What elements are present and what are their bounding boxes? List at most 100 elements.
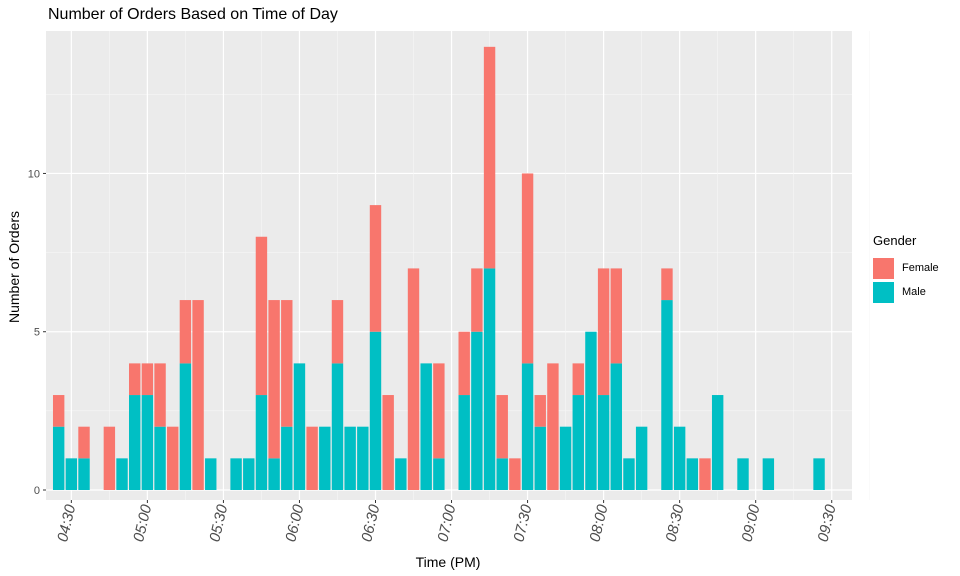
bar-male [483, 268, 496, 490]
bar-male [331, 363, 344, 490]
bar-male [205, 458, 217, 490]
legend-key-female [873, 257, 894, 279]
y-tick-label: 10 [28, 168, 40, 180]
bar-female [103, 426, 116, 490]
bar-male [78, 458, 90, 490]
legend-title: Gender [873, 233, 917, 248]
x-tick-label: 09:30 [815, 502, 840, 543]
bar-male [521, 363, 534, 490]
bar-female [597, 268, 610, 396]
bar-female [382, 395, 394, 490]
bar-female [661, 268, 673, 301]
bar-female [306, 426, 318, 490]
x-tick-label: 05:00 [130, 502, 155, 543]
bar-female [179, 300, 192, 364]
y-tick-label: 5 [34, 327, 40, 339]
bar-female [534, 395, 546, 427]
bar-female [521, 173, 534, 364]
legend-item-female: Female [873, 256, 939, 280]
bar-female [141, 363, 154, 396]
bar-male [711, 395, 724, 490]
bar-female [509, 458, 521, 490]
bar-male [623, 458, 635, 490]
bar-male [65, 458, 78, 490]
bar-male [154, 426, 166, 490]
bar-female [471, 268, 483, 332]
bar-female [369, 205, 382, 332]
bar-male [635, 426, 648, 490]
bar-male [141, 395, 154, 490]
bar-male [116, 458, 128, 490]
x-tick-label: 06:00 [282, 502, 307, 543]
bar-female [167, 426, 179, 490]
bar-male [268, 458, 280, 490]
bar-male [737, 458, 749, 490]
bar-male [179, 363, 192, 490]
chart-title: Number of Orders Based on Time of Day [48, 6, 338, 23]
bar-female [572, 363, 584, 396]
bar-female [496, 395, 508, 459]
bar-female [458, 331, 470, 396]
bar-male [458, 395, 470, 490]
plot-panel [46, 31, 852, 500]
bar-female [281, 300, 293, 427]
x-tick-label: 08:00 [586, 502, 611, 543]
bar-male [572, 395, 584, 490]
bar-male [281, 426, 293, 490]
bar-male [395, 458, 407, 490]
legend-key-male [873, 281, 894, 303]
bar-female [192, 300, 204, 490]
bar-male [129, 395, 141, 490]
bar-female [129, 363, 141, 396]
bar-male [357, 426, 369, 490]
bar-male [471, 331, 483, 490]
x-tick-label: 06:30 [358, 502, 383, 543]
x-tick-label: 08:30 [663, 502, 688, 543]
bar-male [319, 426, 331, 490]
bar-male [255, 395, 268, 490]
x-tick-label: 07:00 [434, 502, 459, 543]
bar-female [255, 236, 268, 396]
bar-male [420, 363, 432, 490]
legend-item-male: Male [873, 280, 939, 304]
bar-male [243, 458, 255, 490]
bar-male [762, 458, 775, 490]
bar-female [699, 458, 711, 490]
bar-male [673, 426, 686, 490]
x-tick-label: 05:30 [206, 502, 231, 543]
bar-female [610, 268, 622, 364]
bar-male [610, 363, 622, 490]
legend-label-male: Male [902, 286, 926, 298]
x-tick-label: 07:30 [510, 502, 535, 543]
bar-male [661, 300, 673, 490]
bar-female [154, 363, 166, 427]
bar-female [547, 363, 559, 490]
x-axis-label: Time (PM) [416, 554, 481, 570]
bar-female [268, 300, 280, 459]
bar-male [433, 458, 445, 490]
y-tick-label: 0 [34, 485, 40, 497]
bar-female [331, 300, 344, 364]
bar-female [407, 268, 420, 490]
x-tick-label: 04:30 [54, 502, 79, 543]
bar-male [293, 363, 306, 490]
bar-male [534, 426, 546, 490]
bar-male [686, 458, 699, 490]
bar-male [585, 331, 597, 490]
bar-female [78, 426, 90, 459]
legend-label-female: Female [902, 262, 939, 274]
y-axis-label: Number of Orders [6, 211, 22, 323]
bar-male [344, 426, 356, 490]
bar-male [559, 426, 572, 490]
bar-male [230, 458, 242, 490]
x-tick-label: 09:00 [739, 502, 764, 543]
bar-female [483, 46, 496, 269]
bar-female [52, 395, 65, 427]
bar-male [496, 458, 508, 490]
bar-male [52, 426, 65, 490]
bar-male [813, 458, 825, 490]
bar-male [369, 331, 382, 490]
bar-male [597, 395, 610, 490]
bar-female [433, 363, 445, 459]
